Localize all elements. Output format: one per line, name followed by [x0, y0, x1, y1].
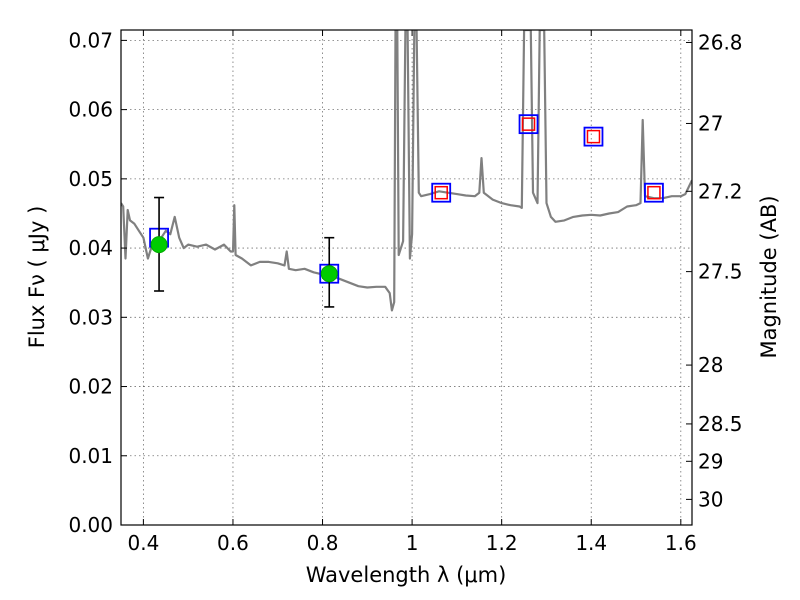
y-axis-title: Flux Fν ( μJy ) [25, 206, 49, 349]
x-tick-label: 0.6 [217, 531, 249, 555]
right-tick-label: 29 [698, 449, 723, 473]
y-tick-label: 0.06 [68, 98, 113, 122]
x-axis-title: Wavelength λ (μm) [306, 563, 507, 587]
y-tick-label: 0.01 [68, 444, 113, 468]
right-tick-label: 28.5 [698, 412, 743, 436]
upper-limit-square [647, 185, 661, 200]
x-tick-label: 1.2 [486, 531, 518, 555]
y-tick-label: 0.02 [68, 375, 113, 399]
y-tick-label: 0.00 [68, 513, 113, 537]
y-tick-label: 0.05 [68, 167, 113, 191]
x-tick-label: 1.4 [575, 531, 607, 555]
model-photometry-square [431, 182, 452, 203]
x-tick-label: 0.8 [307, 531, 339, 555]
x-tick-label: 1 [406, 531, 419, 555]
y-tick-label: 0.04 [68, 236, 113, 260]
x-tick-label: 0.4 [127, 531, 159, 555]
right-tick-label: 28 [698, 353, 723, 377]
markers [149, 114, 664, 308]
y-tick-label: 0.07 [68, 28, 113, 52]
x-tick-label: 1.6 [665, 531, 697, 555]
model-photometry-square [583, 126, 604, 147]
plot-frame [120, 29, 693, 526]
upper-limit-square [586, 129, 601, 144]
y-tick-label: 0.03 [68, 305, 113, 329]
upper-limit-square [434, 185, 448, 200]
ticks: 0.4 0.6 0.8 1 1.2 1.4 1.6 0.00 0.01 0.02 0.03 0.04 0… [68, 28, 742, 555]
spectrum [121, 30, 692, 312]
model-photometry-square [518, 114, 539, 135]
right-tick-label: 30 [698, 487, 723, 511]
spectrum-line [121, 30, 692, 312]
photometry-point [150, 236, 168, 254]
right-axis-title: Magnitude (AB) [757, 195, 781, 358]
photometry-point [320, 265, 338, 283]
right-tick-label: 27.5 [698, 260, 743, 284]
right-tick-label: 26.8 [698, 30, 743, 54]
right-tick-label: 27.2 [698, 179, 743, 203]
grid [121, 30, 692, 526]
right-tick-label: 27 [698, 111, 723, 135]
model-photometry-square [644, 182, 664, 203]
upper-limit-square [521, 117, 536, 131]
